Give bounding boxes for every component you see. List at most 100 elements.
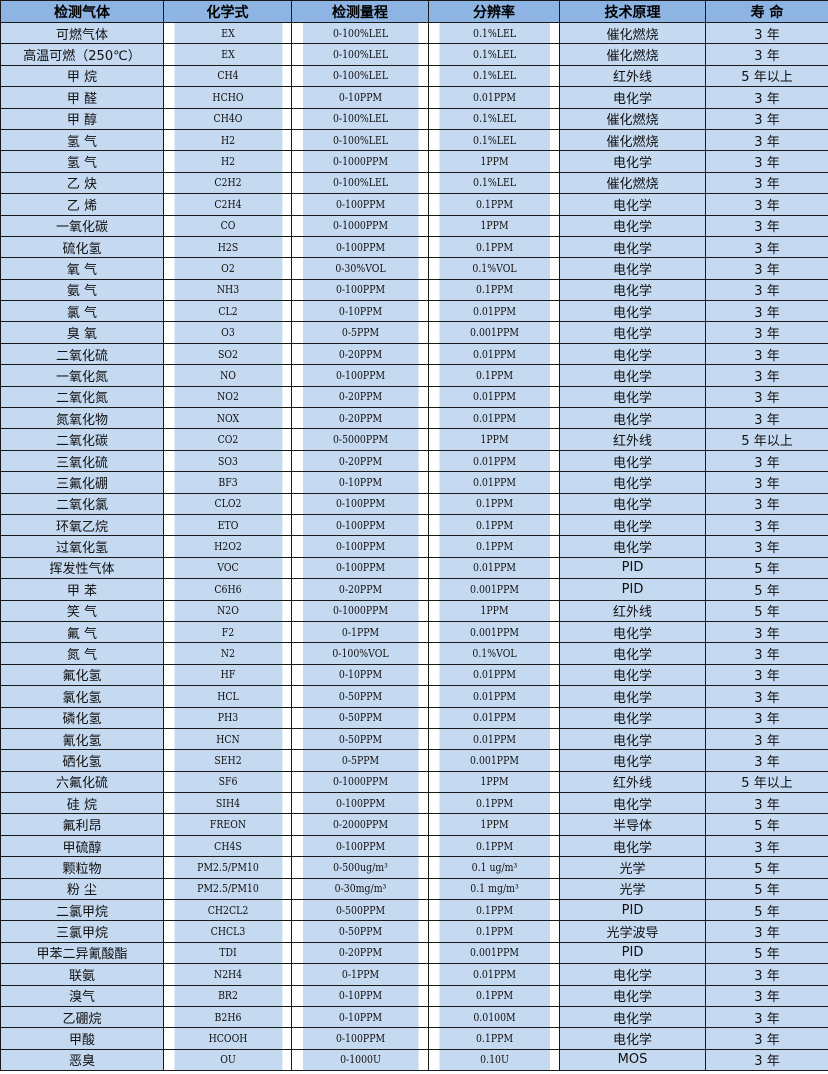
range-cell: 0-100PPM [301,834,419,858]
range-cell: 0-20PPM [301,941,419,965]
table-row: 甲硫醇 CH4S 0-100PPM 0.1PPM 电化学 3 年 [0,834,828,858]
principle-cell: 电化学 [559,449,706,473]
formula-cell: HCOOH [172,1027,283,1050]
table-row: 二氧化氮 NO2 0-20PPM 0.01PPM 电化学 3 年 [0,385,828,409]
lifespan-cell: 3 年 [705,834,828,858]
table-row: 氮 气 N2 0-100%VOL 0.1%VOL 电化学 3 年 [0,642,828,665]
table-row: 二氧化硫 SO2 0-20PPM 0.01PPM 电化学 3 年 [0,342,828,366]
resolution-cell: 0.1 ug/m³ [437,856,551,879]
formula-cell: BF3 [172,471,283,494]
range-cell: 0-1000PPM [301,599,419,622]
lifespan-cell: 3 年 [705,513,828,537]
gas-name-cell: 环氧乙烷 [0,513,164,537]
principle-cell: 电化学 [559,278,706,302]
table-row: 一氧化碳 CO 0-1000PPM 1PPM 电化学 3 年 [0,214,828,237]
formula-cell: CH4O [172,107,283,130]
range-cell: 0-5000PPM [301,428,419,451]
formula-cell: O2 [172,257,283,280]
table-row: 氢 气 H2 0-100%LEL 0.1%LEL 催化燃烧 3 年 [0,128,828,152]
formula-cell: CH4S [172,834,283,858]
resolution-cell: 0.1PPM [437,899,551,922]
formula-cell: C6H6 [172,578,283,601]
formula-cell: PM2.5/PM10 [172,856,283,879]
lifespan-cell: 3 年 [705,214,828,237]
range-cell: 0-100PPM [301,492,419,515]
resolution-cell: 0.1PPM [437,984,551,1007]
formula-cell: PH3 [172,706,283,729]
formula-cell: SO2 [172,342,283,366]
range-cell: 0-1000PPM [301,214,419,237]
formula-cell: FREON [172,813,283,836]
gas-name-cell: 氟化氢 [0,663,164,687]
table-row: 乙硼烷 B2H6 0-10PPM 0.0100M 电化学 3 年 [0,1005,828,1029]
principle-cell: 红外线 [559,64,706,88]
principle-cell: 红外线 [559,428,706,451]
range-cell: 0-100%LEL [301,64,419,88]
gas-name-cell: 三氯甲烷 [0,920,164,943]
principle-cell: 电化学 [559,663,706,687]
resolution-cell: 0.01PPM [437,385,551,409]
range-cell: 0-5PPM [301,749,419,772]
lifespan-cell: 3 年 [705,150,828,173]
formula-cell: BR2 [172,984,283,1007]
gas-name-cell: 氢 气 [0,128,164,152]
principle-cell: 电化学 [559,535,706,558]
resolution-cell: 0.1PPM [437,364,551,387]
lifespan-cell: 5 年 [705,556,828,580]
table-row: 三氟化硼 BF3 0-10PPM 0.01PPM 电化学 3 年 [0,471,828,494]
principle-cell: 电化学 [559,86,706,109]
table-row: 氧 气 O2 0-30%VOL 0.1%VOL 电化学 3 年 [0,257,828,280]
lifespan-cell: 3 年 [705,963,828,986]
formula-cell: CHCL3 [172,920,283,943]
range-cell: 0-1000U [301,1048,419,1072]
formula-cell: OU [172,1048,283,1072]
formula-cell: NOX [172,407,283,430]
table-row: 二氯甲烷 CH2CL2 0-500PPM 0.1PPM PID 5 年 [0,899,828,922]
gas-name-cell: 三氟化硼 [0,471,164,494]
gas-name-cell: 乙 烯 [0,193,164,216]
gas-name-cell: 粉 尘 [0,877,164,901]
lifespan-cell: 3 年 [705,663,828,687]
resolution-cell: 0.1%VOL [437,642,551,665]
range-cell: 0-100%LEL [301,43,419,66]
principle-cell: 红外线 [559,599,706,622]
table-row: 氨 气 NH3 0-100PPM 0.1PPM 电化学 3 年 [0,278,828,302]
resolution-cell: 0.1PPM [437,492,551,515]
gas-name-cell: 联氨 [0,963,164,986]
formula-cell: EX [172,43,283,66]
gas-name-cell: 二氧化硫 [0,342,164,366]
range-cell: 0-10PPM [301,984,419,1007]
principle-cell: 电化学 [559,1027,706,1050]
principle-cell: 电化学 [559,235,706,259]
range-cell: 0-50PPM [301,685,419,708]
range-cell: 0-100PPM [301,556,419,580]
lifespan-cell: 3 年 [705,364,828,387]
range-cell: 0-100%LEL [301,171,419,195]
resolution-cell: 0.1PPM [437,920,551,943]
lifespan-cell: 3 年 [705,1048,828,1072]
lifespan-cell: 3 年 [705,535,828,558]
principle-cell: PID [559,899,706,922]
principle-cell: 电化学 [559,727,706,751]
gas-name-cell: 恶臭 [0,1048,164,1072]
gas-name-cell: 甲硫醇 [0,834,164,858]
range-cell: 0-10PPM [301,86,419,109]
principle-cell: PID [559,556,706,580]
principle-cell: PID [559,578,706,601]
resolution-cell: 0.001PPM [437,620,551,644]
gas-name-cell: 笑 气 [0,599,164,622]
range-cell: 0-2000PPM [301,813,419,836]
lifespan-cell: 5 年 [705,578,828,601]
formula-cell: NO2 [172,385,283,409]
formula-cell: H2S [172,235,283,259]
table-row: 硅 烷 SIH4 0-100PPM 0.1PPM 电化学 3 年 [0,792,828,815]
resolution-cell: 0.01PPM [437,86,551,109]
table-row: 甲酸 HCOOH 0-100PPM 0.1PPM 电化学 3 年 [0,1027,828,1050]
resolution-cell: 1PPM [437,813,551,836]
range-cell: 0-100PPM [301,193,419,216]
gas-name-cell: 氮氧化物 [0,407,164,430]
gas-name-cell: 氯 气 [0,300,164,323]
table-row: 一氧化氮 NO 0-100PPM 0.1PPM 电化学 3 年 [0,364,828,387]
principle-cell: 电化学 [559,385,706,409]
